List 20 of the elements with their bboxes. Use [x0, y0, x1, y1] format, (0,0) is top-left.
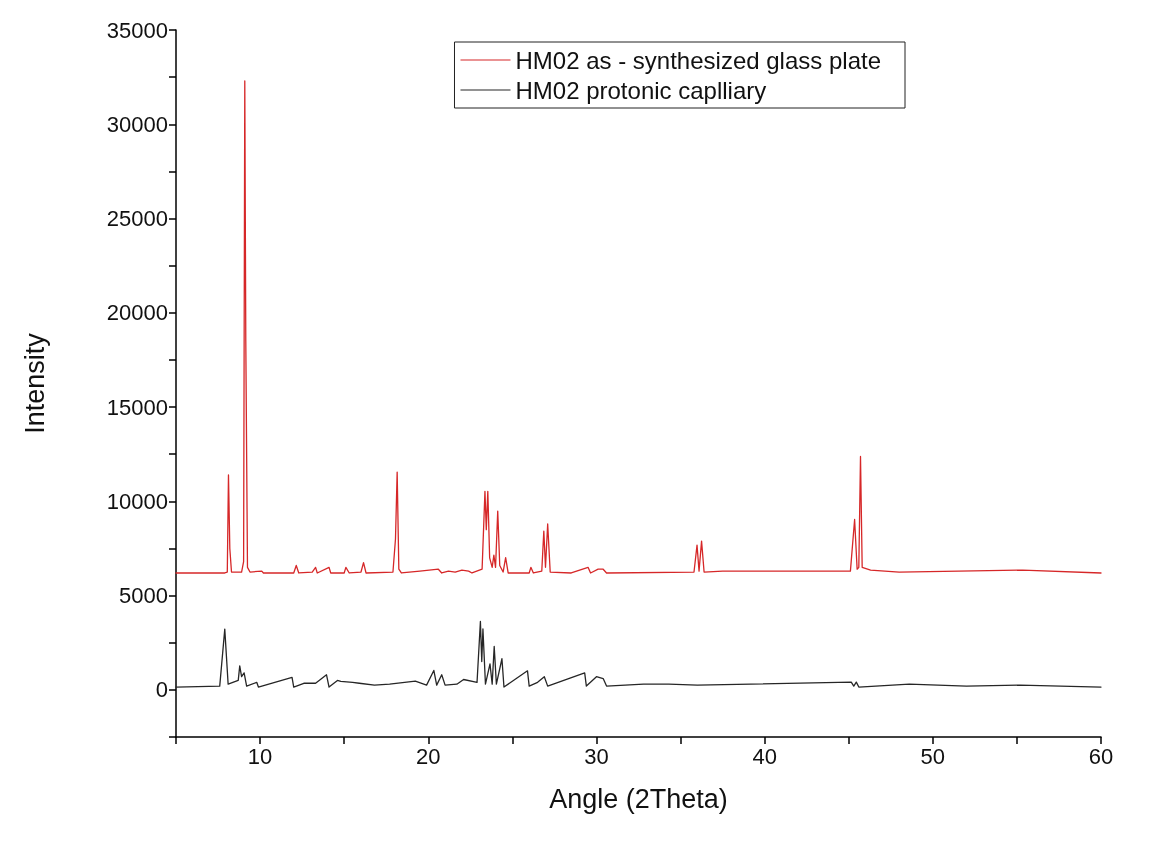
x-tick-label: 40: [752, 743, 777, 769]
line-series: [175, 80, 1102, 574]
y-tick-label: 15000: [106, 394, 168, 420]
y-tick-label: 25000: [106, 206, 168, 232]
y-tick-label: 10000: [106, 488, 168, 514]
x-tick-label: 20: [416, 743, 441, 769]
x-axis-title: Angle (2Theta): [549, 783, 728, 814]
y-tick-label: 30000: [106, 111, 168, 137]
y-tick-label: 20000: [106, 300, 168, 326]
x-tick-label: 60: [1088, 743, 1114, 769]
y-tick-label: 35000: [106, 17, 168, 43]
x-tick-label: 30: [584, 743, 609, 769]
y-tick-label: 0: [155, 677, 168, 703]
y-axis-title: Intensity: [19, 332, 50, 434]
line-series: [175, 620, 1102, 688]
legend-label: HM02 protonic caplliary: [515, 76, 767, 104]
x-tick-label: 50: [920, 743, 946, 769]
legend-label: HM02 as - synthesized glass plate: [515, 46, 882, 74]
y-tick-label: 5000: [119, 583, 168, 609]
x-tick-label: 10: [247, 743, 273, 769]
